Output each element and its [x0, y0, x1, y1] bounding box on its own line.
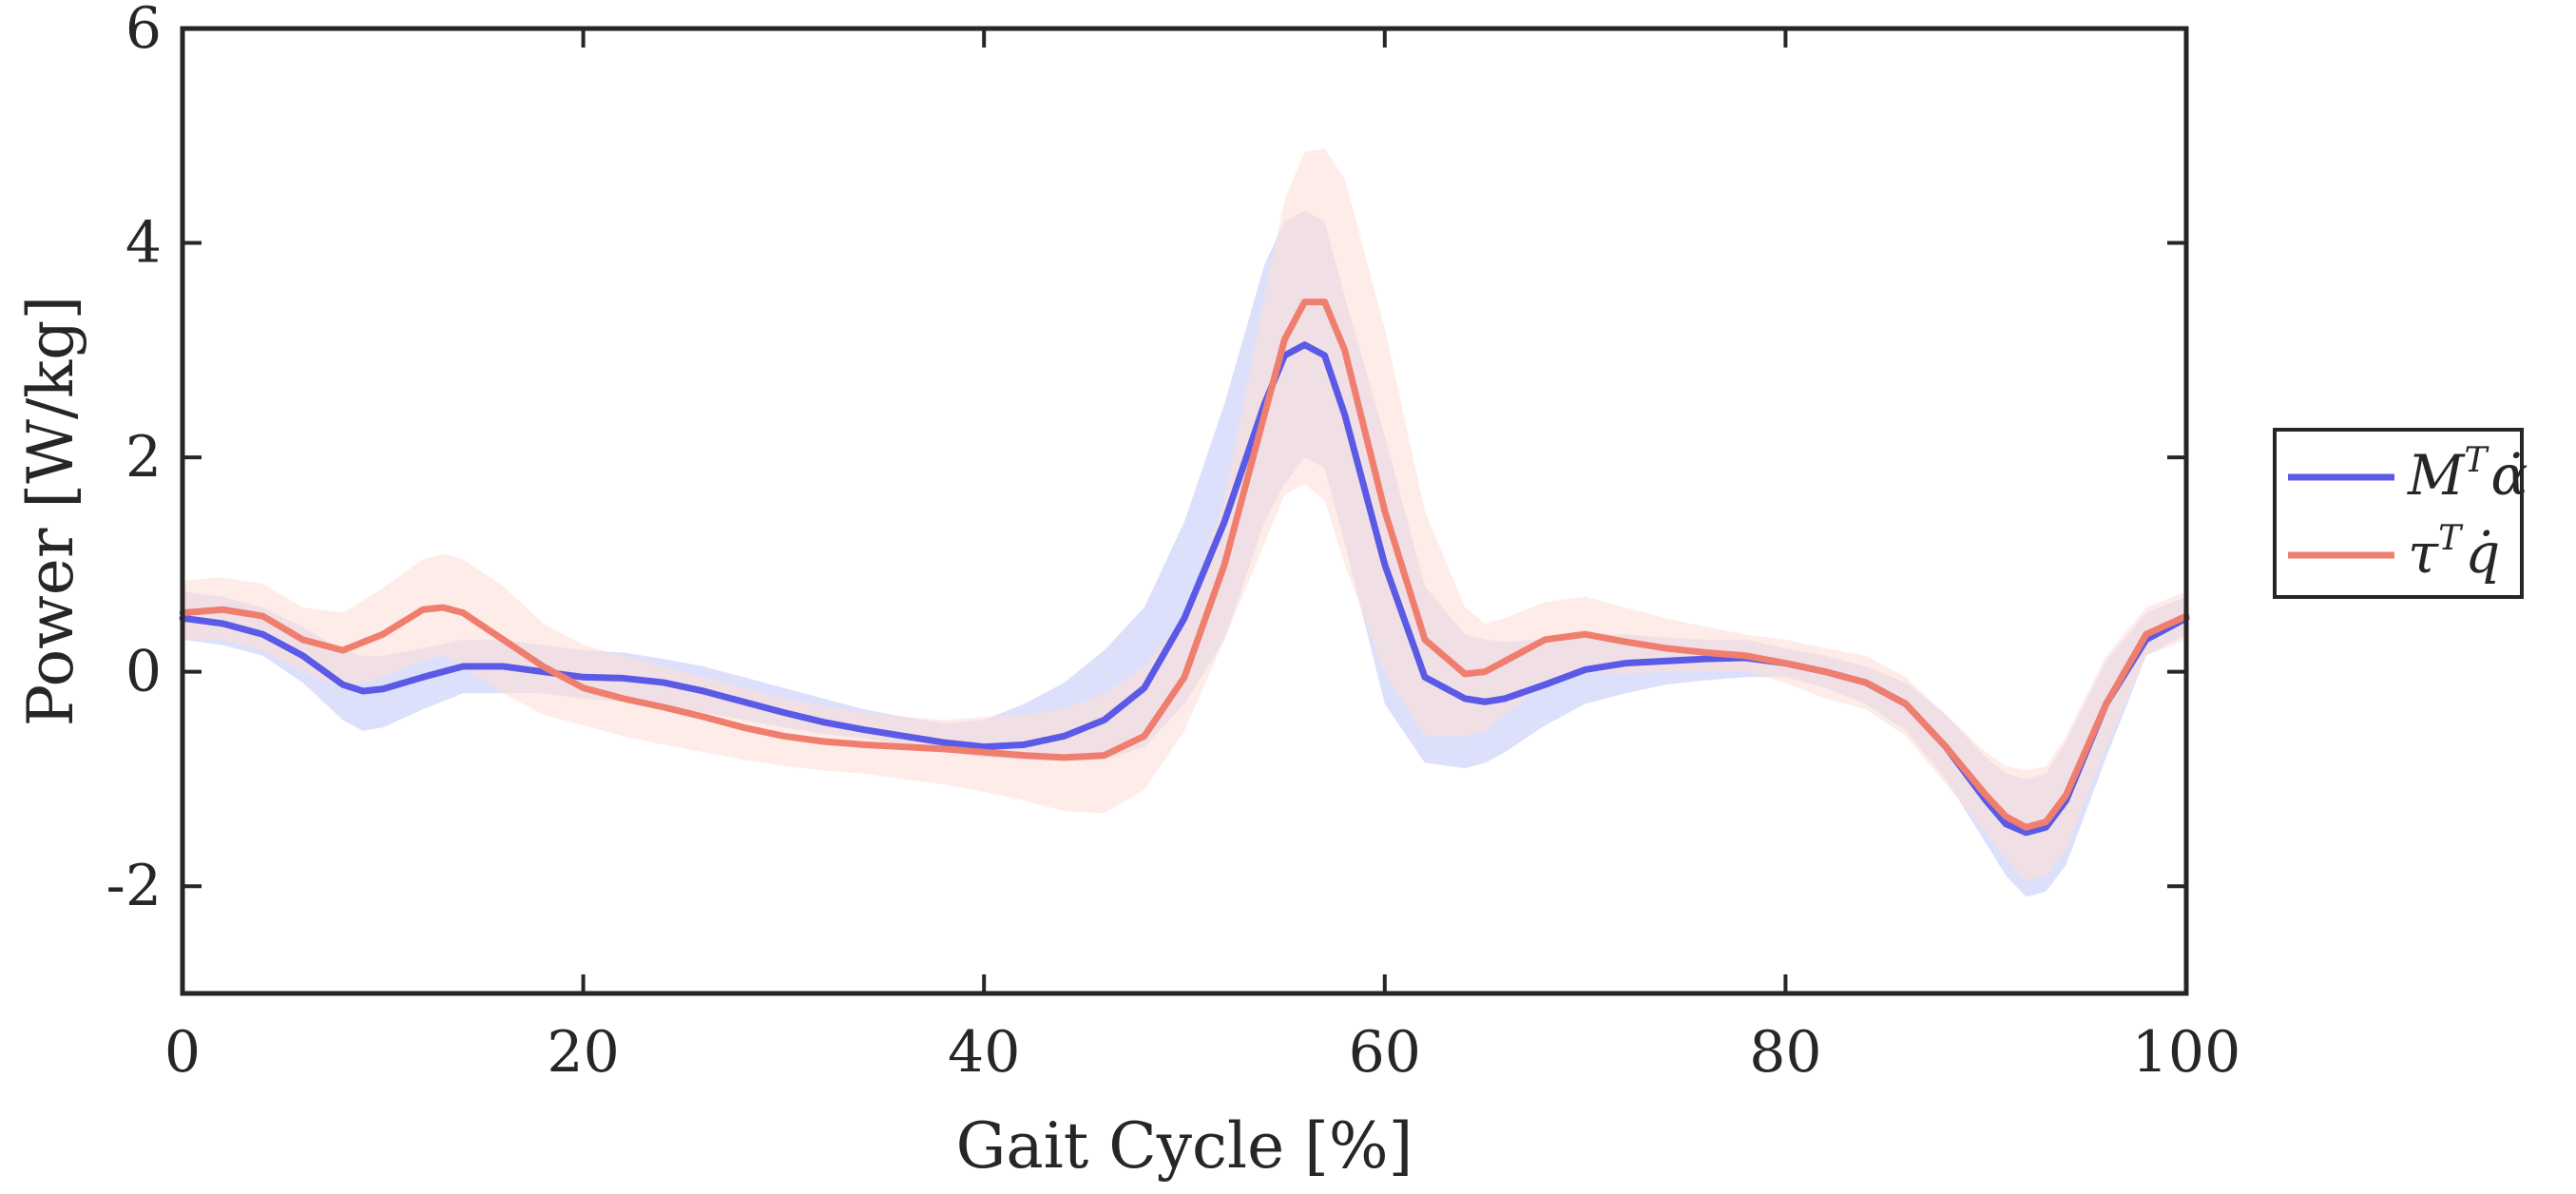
x-tick-label: 80: [1749, 1019, 1821, 1086]
axis-tick-labels: 0 20 40 60 80 100 -2 0 2 4 6: [106, 0, 2241, 1086]
legend-label-tau: τTq̇: [2408, 519, 2500, 586]
plot-frame: [180, 26, 2189, 996]
y-tick-label: 4: [125, 210, 162, 277]
legend-box: [2273, 428, 2524, 599]
y-tick-label: -2: [106, 853, 162, 919]
axis-ticks: [181, 27, 2188, 993]
x-tick-label: 20: [547, 1019, 619, 1086]
confidence-bands: [183, 148, 2186, 897]
x-tick-label: 40: [948, 1019, 1020, 1086]
x-tick-label: 100: [2132, 1019, 2241, 1086]
y-tick-label: 0: [125, 639, 162, 705]
legend: MTα̇ τTq̇: [2273, 428, 2528, 599]
series-lines: [179, 298, 2190, 837]
y-tick-label: 2: [125, 424, 162, 491]
band-tau: [183, 148, 2186, 881]
legend-label-m: MTα̇: [2407, 441, 2528, 508]
x-tick-label: 0: [164, 1019, 201, 1086]
x-tick-label: 60: [1349, 1019, 1421, 1086]
y-axis-label: Power [W/kg]: [14, 296, 87, 726]
y-tick-label: 6: [125, 0, 162, 62]
x-axis-label: Gait Cycle [%]: [956, 1109, 1413, 1183]
line-tau: [179, 298, 2190, 831]
band-m: [183, 210, 2186, 897]
